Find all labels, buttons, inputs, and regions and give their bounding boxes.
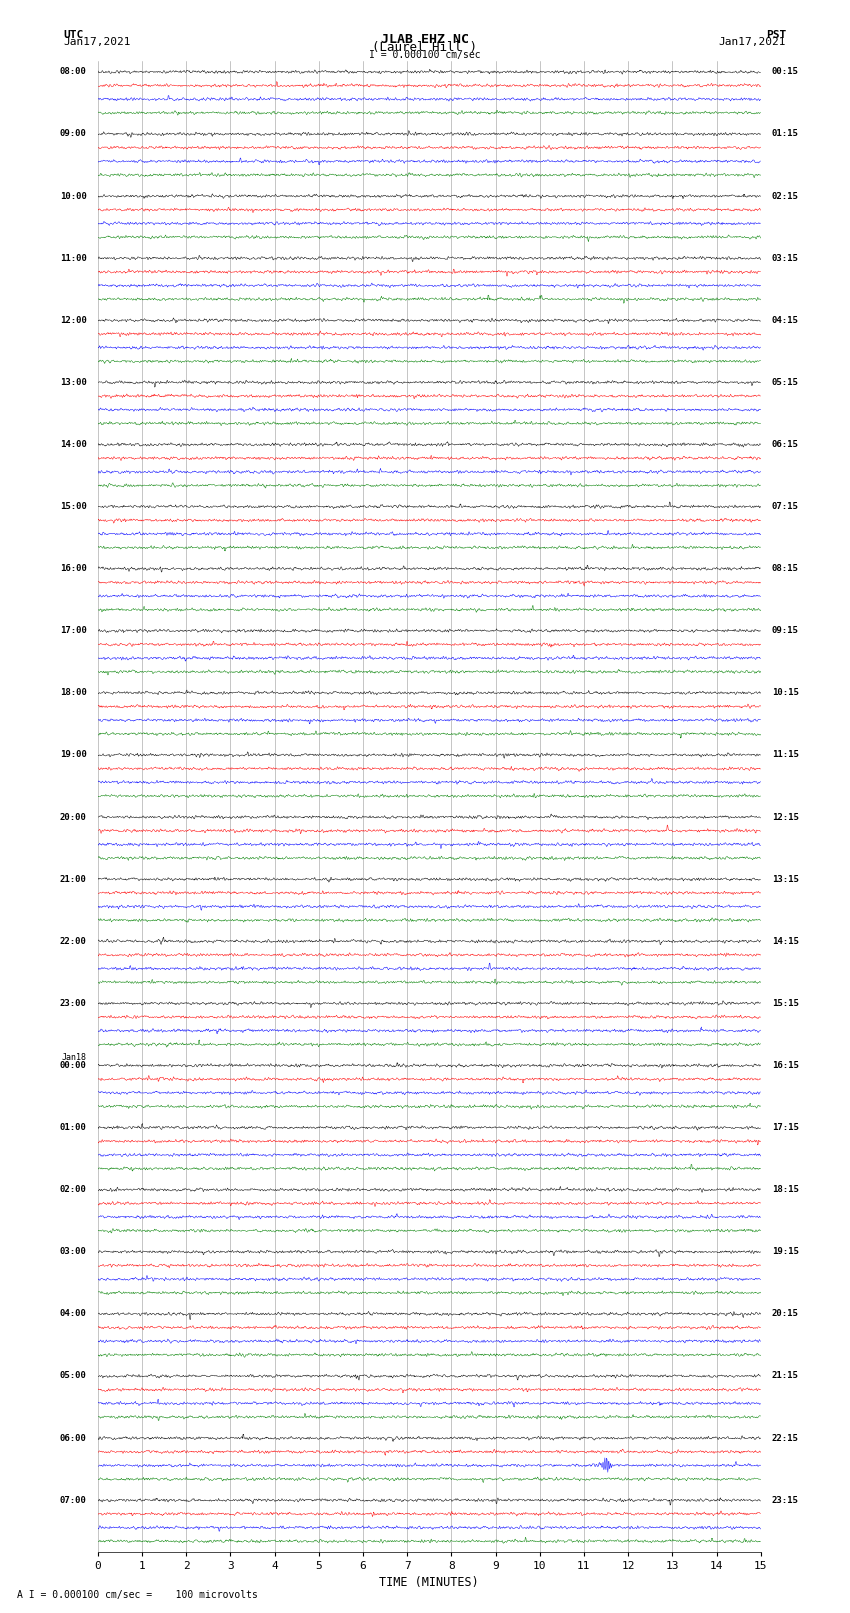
Text: 06:00: 06:00 [60, 1434, 87, 1442]
Text: 20:15: 20:15 [772, 1310, 799, 1318]
Text: 07:00: 07:00 [60, 1495, 87, 1505]
Text: 00:00: 00:00 [60, 1061, 87, 1069]
Text: 08:15: 08:15 [772, 565, 799, 573]
Text: 17:00: 17:00 [60, 626, 87, 636]
Text: 09:15: 09:15 [772, 626, 799, 636]
Text: 21:00: 21:00 [60, 874, 87, 884]
Text: 05:15: 05:15 [772, 377, 799, 387]
Text: 23:00: 23:00 [60, 998, 87, 1008]
Text: 10:15: 10:15 [772, 689, 799, 697]
Text: 05:00: 05:00 [60, 1371, 87, 1381]
Text: 20:00: 20:00 [60, 813, 87, 821]
Text: 02:15: 02:15 [772, 192, 799, 200]
Text: 16:00: 16:00 [60, 565, 87, 573]
Text: UTC: UTC [64, 31, 84, 40]
Text: 12:15: 12:15 [772, 813, 799, 821]
Text: 14:15: 14:15 [772, 937, 799, 945]
Text: 18:15: 18:15 [772, 1186, 799, 1194]
Text: 14:00: 14:00 [60, 440, 87, 448]
Text: 12:00: 12:00 [60, 316, 87, 324]
Text: 13:00: 13:00 [60, 377, 87, 387]
Text: 17:15: 17:15 [772, 1123, 799, 1132]
Text: 04:00: 04:00 [60, 1310, 87, 1318]
Text: 22:00: 22:00 [60, 937, 87, 945]
Text: JLAB EHZ NC: JLAB EHZ NC [381, 32, 469, 47]
Text: 07:15: 07:15 [772, 502, 799, 511]
Text: Jan17,2021: Jan17,2021 [719, 37, 786, 47]
Text: A I = 0.000100 cm/sec =    100 microvolts: A I = 0.000100 cm/sec = 100 microvolts [17, 1590, 258, 1600]
Text: 21:15: 21:15 [772, 1371, 799, 1381]
Text: 13:15: 13:15 [772, 874, 799, 884]
Text: 03:15: 03:15 [772, 253, 799, 263]
Text: 04:15: 04:15 [772, 316, 799, 324]
Text: 09:00: 09:00 [60, 129, 87, 139]
Text: 19:00: 19:00 [60, 750, 87, 760]
Text: 02:00: 02:00 [60, 1186, 87, 1194]
Text: 10:00: 10:00 [60, 192, 87, 200]
Text: Jan18: Jan18 [62, 1053, 87, 1061]
Text: 18:00: 18:00 [60, 689, 87, 697]
Text: 16:15: 16:15 [772, 1061, 799, 1069]
Text: 11:15: 11:15 [772, 750, 799, 760]
Text: I = 0.000100 cm/sec: I = 0.000100 cm/sec [369, 50, 481, 60]
Text: 15:00: 15:00 [60, 502, 87, 511]
Text: Jan17,2021: Jan17,2021 [64, 37, 131, 47]
Text: 01:15: 01:15 [772, 129, 799, 139]
X-axis label: TIME (MINUTES): TIME (MINUTES) [379, 1576, 479, 1589]
Text: 08:00: 08:00 [60, 68, 87, 76]
Text: PST: PST [766, 31, 786, 40]
Text: 22:15: 22:15 [772, 1434, 799, 1442]
Text: 01:00: 01:00 [60, 1123, 87, 1132]
Text: (Laurel Hill ): (Laurel Hill ) [372, 40, 478, 55]
Text: 11:00: 11:00 [60, 253, 87, 263]
Text: 19:15: 19:15 [772, 1247, 799, 1257]
Text: 00:15: 00:15 [772, 68, 799, 76]
Text: 03:00: 03:00 [60, 1247, 87, 1257]
Text: 23:15: 23:15 [772, 1495, 799, 1505]
Text: 15:15: 15:15 [772, 998, 799, 1008]
Text: 06:15: 06:15 [772, 440, 799, 448]
